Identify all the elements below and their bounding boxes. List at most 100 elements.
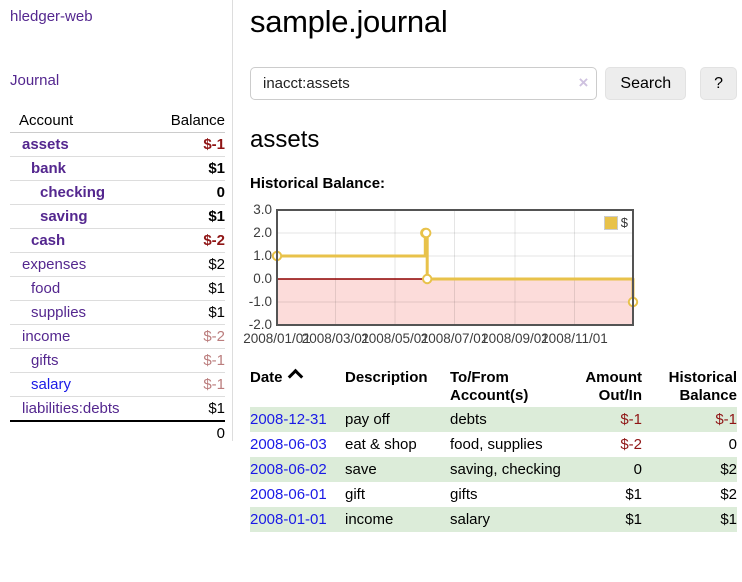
transaction-accounts: saving, checking xyxy=(450,461,561,478)
chart-canvas[interactable] xyxy=(271,209,639,326)
transaction-amount: $-2 xyxy=(620,436,642,453)
account-link-gifts[interactable]: gifts xyxy=(31,352,59,369)
account-link-assets[interactable]: assets xyxy=(22,136,69,153)
account-balance: $2 xyxy=(153,252,225,277)
account-row: bank $1 xyxy=(10,156,225,181)
accounts-column-header: To/From Account(s) xyxy=(450,369,529,404)
account-row: liabilities:debts $1 xyxy=(10,396,225,421)
chart-plot[interactable]: $ xyxy=(271,209,639,326)
sort-ascending-icon xyxy=(287,368,303,385)
legend-label: $ xyxy=(620,215,628,230)
search-button[interactable]: Search xyxy=(605,67,687,100)
transaction-accounts: gifts xyxy=(450,486,478,503)
y-axis-tick-label: 1.0 xyxy=(253,248,272,263)
accounts-total-row: 0 xyxy=(10,420,225,445)
account-link-supplies[interactable]: supplies xyxy=(31,304,87,321)
account-row: salary $-1 xyxy=(10,372,225,397)
account-heading: assets xyxy=(250,126,320,153)
account-balance: $-1 xyxy=(153,372,225,397)
account-link-cash[interactable]: cash xyxy=(31,232,66,249)
legend-swatch-icon xyxy=(603,215,618,230)
search-form: × Search ? xyxy=(250,67,737,100)
account-row: assets $-1 xyxy=(10,132,225,157)
register-table: Date Description To/From Account(s) Amou… xyxy=(250,367,737,532)
accounts-table-header: Account Balance xyxy=(10,110,225,133)
account-row: checking 0 xyxy=(10,180,225,205)
account-row: food $1 xyxy=(10,276,225,301)
transaction-description: save xyxy=(345,461,377,478)
negative-region xyxy=(277,279,633,325)
transaction-date-link[interactable]: 2008-06-03 xyxy=(250,436,327,453)
transaction-date-link[interactable]: 2008-12-31 xyxy=(250,411,327,428)
transaction-amount: $1 xyxy=(625,486,642,503)
transaction-description: gift xyxy=(345,486,366,503)
account-row: supplies $1 xyxy=(10,300,225,325)
transaction-balance: $2 xyxy=(720,461,737,478)
y-axis-tick-label: -2.0 xyxy=(248,317,272,332)
transaction-amount: $-1 xyxy=(620,411,642,428)
app-title-link[interactable]: hledger-web xyxy=(10,8,93,25)
register-row: 2008-12-31 pay off debts $-1 $-1 xyxy=(250,407,737,432)
account-row: income $-2 xyxy=(10,324,225,349)
account-balance: $1 xyxy=(153,156,225,181)
x-axis-tick-label: 2008/11/01 xyxy=(541,331,608,346)
account-row: gifts $-1 xyxy=(10,348,225,373)
amount-column-header: Amount Out/In xyxy=(585,369,642,404)
account-column-header: Account xyxy=(10,110,154,133)
account-link-liabilities-debts[interactable]: liabilities:debts xyxy=(22,400,120,417)
transaction-date-link[interactable]: 2008-06-02 xyxy=(250,461,327,478)
help-button[interactable]: ? xyxy=(700,67,737,100)
transaction-accounts: debts xyxy=(450,411,487,428)
sidebar: hledger-web Journal Account Balance asse… xyxy=(0,0,233,445)
transaction-date-link[interactable]: 2008-06-01 xyxy=(250,486,327,503)
search-input[interactable] xyxy=(250,67,598,100)
transaction-amount: 0 xyxy=(633,461,642,478)
transaction-balance: $2 xyxy=(720,486,737,503)
chart-title: Historical Balance: xyxy=(250,175,386,192)
account-balance: $1 xyxy=(153,396,225,421)
transaction-accounts: food, supplies xyxy=(450,436,543,453)
y-axis-tick-label: 3.0 xyxy=(253,202,272,217)
account-link-saving[interactable]: saving xyxy=(40,208,88,225)
plot-border xyxy=(276,209,634,326)
y-axis-tick-label: -1.0 xyxy=(248,294,272,309)
register-row: 2008-01-01 income salary $1 $1 xyxy=(250,507,737,532)
sidebar-item-journal[interactable]: Journal xyxy=(10,72,60,89)
balance-column-header: Historical Balance xyxy=(668,369,737,404)
account-balance: $1 xyxy=(153,204,225,229)
chart-legend: $ xyxy=(601,214,630,231)
accounts-table: Account Balance assets $-1 bank $1 check… xyxy=(10,110,225,445)
transaction-balance: 0 xyxy=(728,436,737,453)
account-balance: $1 xyxy=(153,300,225,325)
x-axis-tick-label: 2008/05/01 xyxy=(361,331,429,346)
data-point xyxy=(421,227,432,239)
transaction-balance: $1 xyxy=(720,511,737,528)
account-balance: $-2 xyxy=(153,324,225,349)
account-link-checking[interactable]: checking xyxy=(40,184,106,201)
y-axis-tick-label: 2.0 xyxy=(253,225,272,240)
account-balance: $1 xyxy=(153,276,225,301)
date-column-header[interactable]: Date xyxy=(250,367,345,407)
account-link-income[interactable]: income xyxy=(22,328,71,345)
transaction-description: eat & shop xyxy=(345,436,417,453)
x-axis-tick-label: 2008/03/01 xyxy=(301,331,370,346)
x-axis-tick-label: 2008/07/01 xyxy=(420,331,489,346)
account-link-bank[interactable]: bank xyxy=(31,160,67,177)
transaction-date-link[interactable]: 2008-01-01 xyxy=(250,511,327,528)
clear-search-icon[interactable]: × xyxy=(578,73,589,92)
transaction-balance: $-1 xyxy=(715,411,737,428)
accounts-total: 0 xyxy=(153,420,225,445)
y-axis-tick-label: 0.0 xyxy=(253,271,272,286)
account-link-food[interactable]: food xyxy=(31,280,61,297)
historical-balance-chart: $ 3.0 2.0 1.0 0.0 -1.0 -2.0 2008/01/01 2008/03/… xyxy=(243,202,737,346)
account-link-expenses[interactable]: expenses xyxy=(22,256,87,273)
account-link-salary[interactable]: salary xyxy=(31,376,72,393)
register-header-row: Date Description To/From Account(s) Amou… xyxy=(250,367,737,407)
data-point xyxy=(422,273,433,285)
register-row: 2008-06-03 eat & shop food, supplies $-2… xyxy=(250,432,737,457)
x-axis-tick-label: 2008/01/01 xyxy=(243,331,311,346)
account-balance: 0 xyxy=(153,180,225,205)
transaction-description: income xyxy=(345,511,394,528)
transaction-accounts: salary xyxy=(450,511,491,528)
account-row: cash $-2 xyxy=(10,228,225,253)
